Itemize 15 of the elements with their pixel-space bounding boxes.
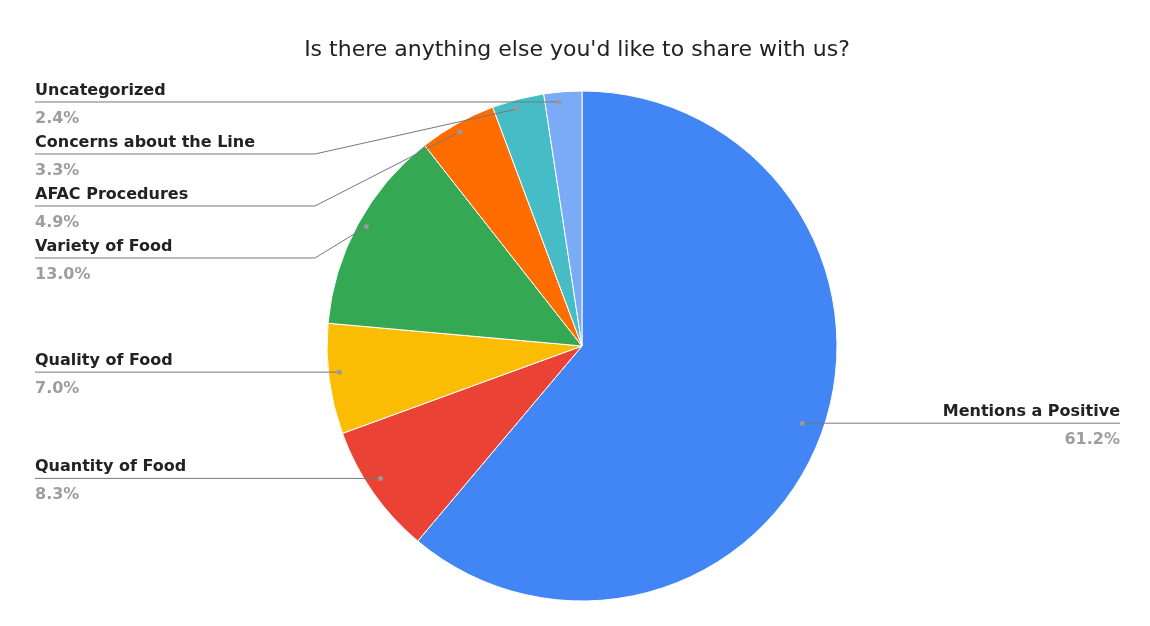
slice-label: Quality of Food [35, 350, 173, 370]
chart-title: Is there anything else you'd like to share with us? [304, 36, 850, 61]
slice-label: Mentions a Positive [942, 401, 1121, 421]
data-label: 61.2% [1064, 429, 1120, 449]
data-label: 3.3% [35, 159, 80, 179]
data-label: 7.0% [35, 378, 80, 398]
slice-label: AFAC Procedures [35, 183, 189, 203]
data-label: 4.9% [35, 211, 80, 231]
data-label: 2.4% [35, 107, 80, 127]
slice-label: Concerns about the Line [35, 131, 256, 151]
slice-label: Uncategorized [35, 79, 166, 99]
slice-label: Variety of Food [35, 235, 173, 255]
data-label: 8.3% [35, 484, 80, 504]
slice-label: Quantity of Food [35, 456, 187, 476]
data-label: 13.0% [35, 263, 91, 283]
